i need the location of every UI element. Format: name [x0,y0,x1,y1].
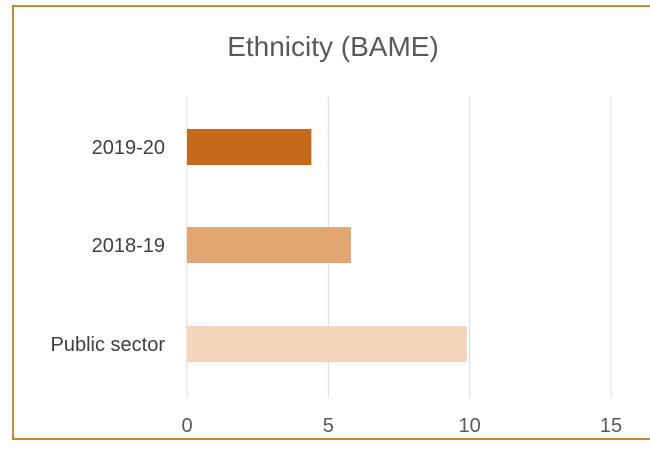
chart-title: Ethnicity (BAME) [227,31,439,62]
x-tick-labels: 0 5 10 15 [181,415,622,437]
x-tick-label: 10 [459,415,481,437]
bar-public-sector [187,326,467,362]
bars [187,129,467,362]
category-labels: 2019-20 2018-19 Public sector [51,137,166,356]
chart-frame [12,5,650,440]
bar-2019-20 [187,129,312,165]
category-label: Public sector [51,334,166,356]
x-tick-label: 0 [181,415,192,437]
bar-2018-19 [187,227,351,263]
x-tick-label: 5 [323,415,334,437]
x-tick-label: 15 [600,415,622,437]
category-label: 2018-19 [92,235,165,257]
category-label: 2019-20 [92,137,165,159]
